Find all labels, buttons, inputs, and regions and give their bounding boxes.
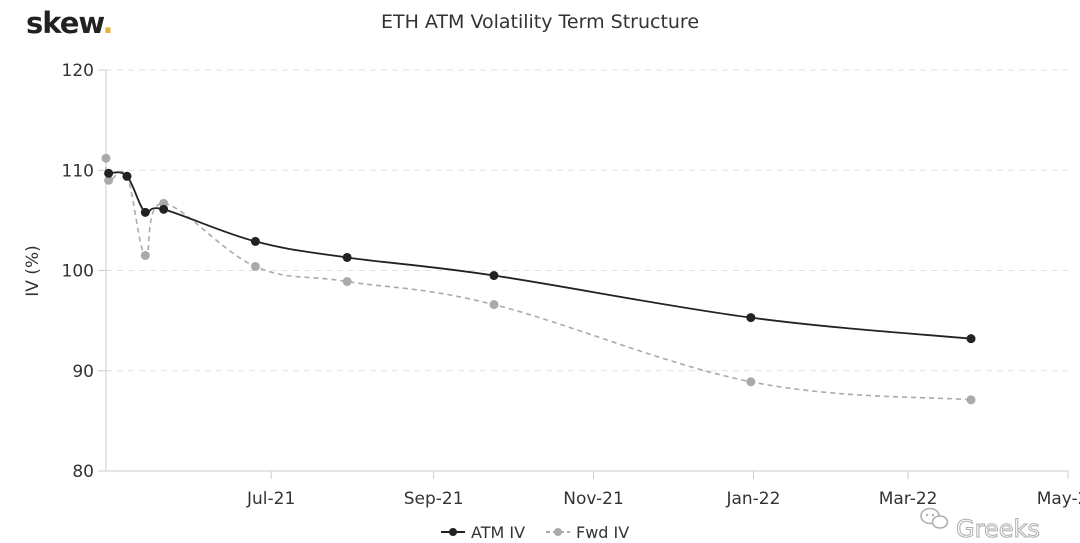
point-fwd-iv-7[interactable] [489,300,499,310]
series [101,153,976,405]
x-tick-label-Mar-22: Mar-22 [879,489,938,509]
x-ticks: Jul-21 Sep-21 Nov-21 Jan-22 Mar-22 May-22 [246,471,1080,509]
point-fwd-iv-6[interactable] [342,277,352,287]
x-tick-label-Jul-21: Jul-21 [246,489,295,509]
legend-fwd-iv-label: Fwd IV [576,523,629,542]
series-fwd-iv [101,153,976,405]
legend-atm-iv-label: ATM IV [471,523,525,542]
point-atm-iv-1[interactable] [122,171,132,181]
legend[interactable]: ATM IV Fwd IV [441,523,629,542]
chart-title: ETH ATM Volatility Term Structure [381,11,699,33]
point-fwd-iv-5[interactable] [250,261,260,271]
series-line-atm-iv [108,171,972,340]
point-atm-iv-4[interactable] [250,236,260,246]
point-fwd-iv-9[interactable] [966,395,976,405]
y-tick-label-80: 80 [72,462,94,482]
point-atm-iv-3[interactable] [159,204,169,214]
y-axis-label: IV (%) [23,245,43,296]
point-fwd-iv-3[interactable] [140,250,150,260]
point-fwd-iv-1[interactable] [104,175,114,185]
x-tick-label-Jan-22: Jan-22 [725,489,780,509]
y-tick-label-90: 90 [72,362,94,382]
greeks-watermark: Greeks [920,507,1040,543]
point-atm-iv-0[interactable] [104,168,114,178]
x-tick-label-Nov-21: Nov-21 [563,489,624,509]
point-atm-iv-2[interactable] [140,207,150,217]
point-atm-iv-8[interactable] [966,334,976,344]
point-fwd-iv-8[interactable] [746,377,756,387]
skew-logo: skew. [26,6,112,40]
x-tick-label-Sep-21: Sep-21 [404,489,464,509]
grid-lines [106,69,1068,372]
legend-item-fwd-iv[interactable]: Fwd IV [546,523,629,542]
legend-atm-iv-marker [449,528,457,536]
y-tick-label-100: 100 [62,262,94,282]
y-tick-label-110: 110 [62,161,94,181]
legend-item-atm-iv[interactable]: ATM IV [441,523,525,542]
series-atm-iv [104,168,976,344]
point-atm-iv-7[interactable] [746,313,756,323]
skew-logo-text: skew [26,6,104,40]
series-line-fwd-iv [105,158,972,401]
watermark-text: Greeks [956,515,1040,543]
legend-fwd-iv-marker [554,528,562,536]
skew-logo-dot: . [102,6,112,40]
wechat-icon [920,507,949,529]
x-tick-label-May-22: May-22 [1037,489,1080,509]
y-ticks: 80 90 100 110 120 [62,61,106,482]
point-atm-iv-6[interactable] [489,271,499,281]
y-tick-label-120: 120 [62,61,94,81]
point-fwd-iv-0[interactable] [101,153,111,163]
point-atm-iv-5[interactable] [342,252,352,262]
